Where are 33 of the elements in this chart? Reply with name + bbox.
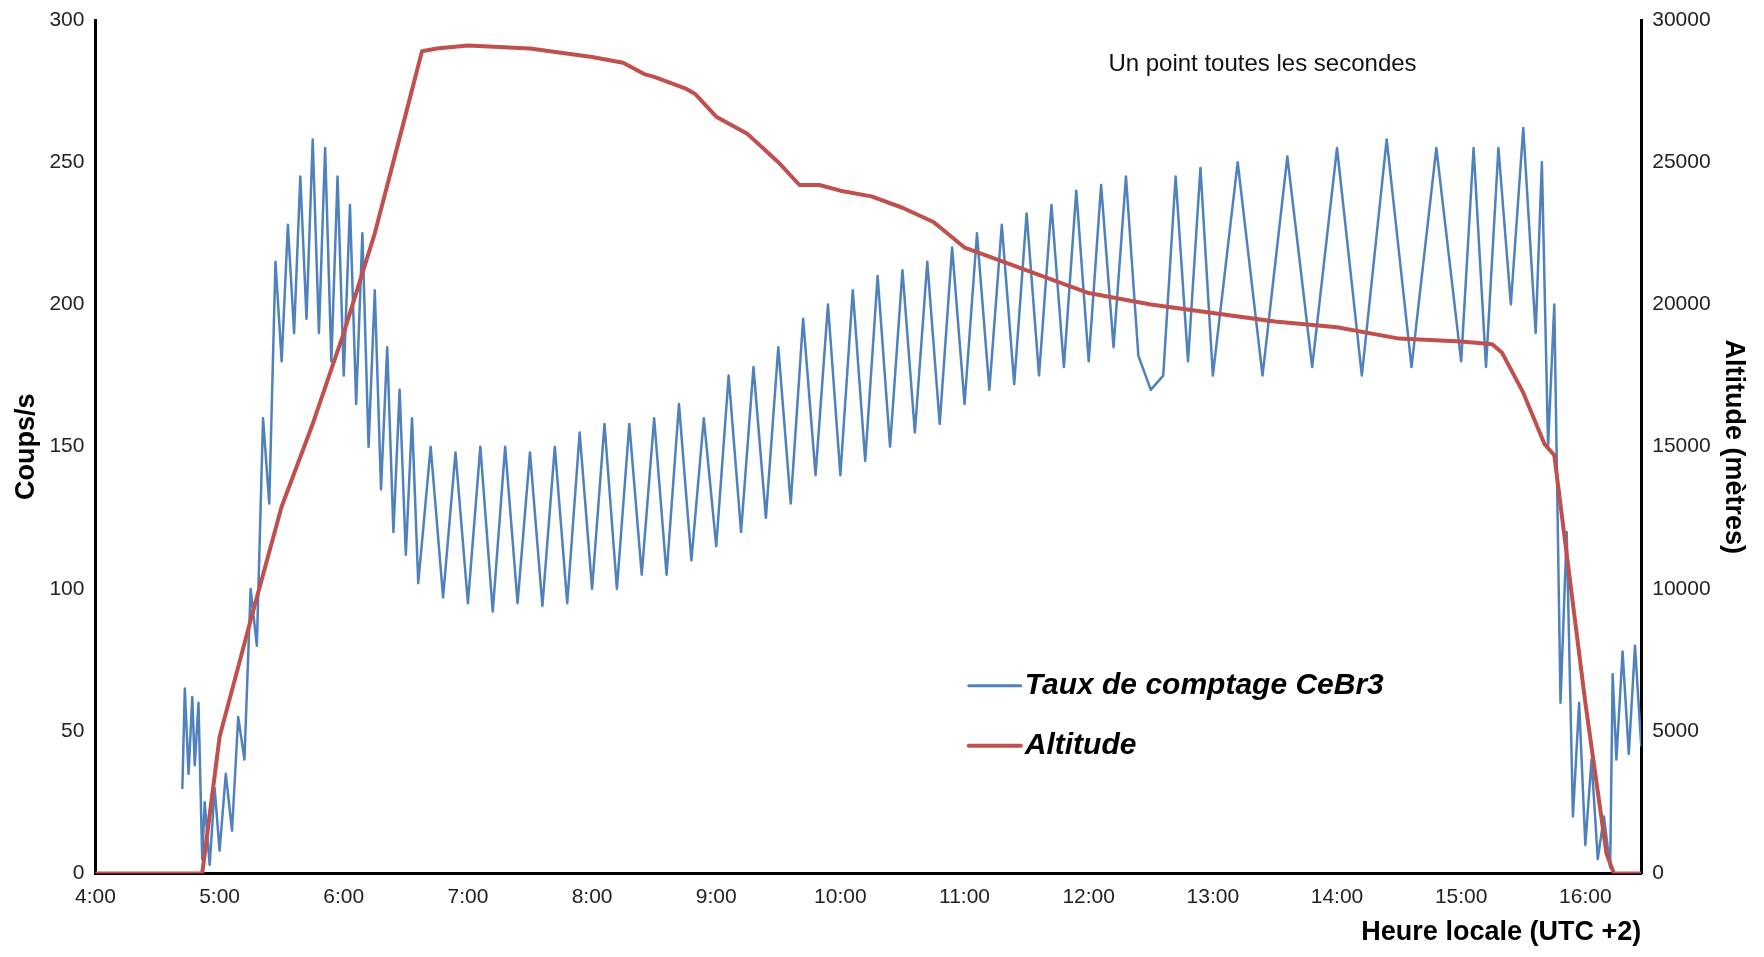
y-tick-label: 250	[49, 149, 85, 173]
y2-tick-label: 10000	[1652, 575, 1711, 599]
y2-tick-label: 0	[1652, 860, 1664, 884]
y2-tick-label: 20000	[1652, 291, 1711, 315]
legend-label: Altitude	[1023, 726, 1137, 760]
x-tick-label: 7:00	[447, 883, 489, 907]
x-tick-label: 9:00	[695, 883, 737, 907]
x-tick-label: 16:00	[1559, 883, 1612, 907]
x-tick-label: 5:00	[199, 883, 241, 907]
y2-tick-label: 30000	[1652, 6, 1711, 30]
x-tick-label: 14:00	[1310, 883, 1364, 907]
x-tick-label: 13:00	[1186, 883, 1240, 907]
y-tick-label: 200	[49, 291, 85, 315]
y-tick-label: 300	[49, 6, 85, 30]
y2-tick-label: 5000	[1652, 717, 1699, 741]
y-tick-label: 100	[49, 575, 85, 599]
x-tick-label: 6:00	[323, 883, 365, 907]
y-tick-label: 50	[61, 717, 85, 741]
x-axis-title: Heure locale (UTC +2)	[1361, 916, 1642, 947]
annotation: Un point toutes les secondes	[1108, 48, 1417, 76]
y-axis-title: Coups/s	[9, 393, 40, 500]
x-tick-label: 4:00	[75, 883, 116, 907]
legend-label: Taux de comptage CeBr3	[1024, 666, 1385, 700]
x-tick-label: 11:00	[939, 883, 991, 907]
y-tick-label: 150	[49, 433, 85, 457]
x-tick-label: 15:00	[1434, 883, 1488, 907]
x-tick-label: 12:00	[1062, 883, 1115, 907]
x-tick-label: 8:00	[571, 883, 613, 907]
y2-tick-label: 15000	[1652, 433, 1711, 457]
x-tick-label: 10:00	[814, 883, 867, 907]
y-tick-label: 0	[72, 860, 85, 884]
y2-tick-label: 25000	[1652, 149, 1711, 173]
y2-axis-title: Altitude (mètres)	[1720, 339, 1751, 554]
